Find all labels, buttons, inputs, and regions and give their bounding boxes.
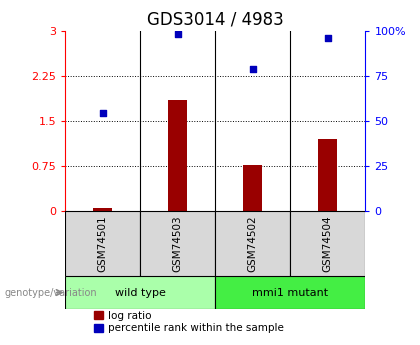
Text: GSM74503: GSM74503 [173,215,183,272]
Text: genotype/variation: genotype/variation [4,287,97,297]
Bar [244,165,262,211]
Title: GDS3014 / 4983: GDS3014 / 4983 [147,10,284,28]
Bar [168,100,187,211]
Text: wild type: wild type [115,287,165,297]
Bar [215,276,365,309]
Bar [215,211,290,276]
Bar [93,208,112,211]
Bar [140,211,215,276]
Text: GSM74501: GSM74501 [97,215,108,272]
Bar [65,211,140,276]
Bar [65,276,215,309]
Bar [318,139,337,211]
Text: GSM74504: GSM74504 [323,215,333,272]
Point [325,36,331,41]
Text: mmi1 mutant: mmi1 mutant [252,287,328,297]
Text: GSM74502: GSM74502 [248,215,258,272]
Point [99,110,106,116]
Legend: log ratio, percentile rank within the sample: log ratio, percentile rank within the sa… [94,311,284,333]
Bar [290,211,365,276]
Point [249,67,256,72]
Point [174,31,181,37]
